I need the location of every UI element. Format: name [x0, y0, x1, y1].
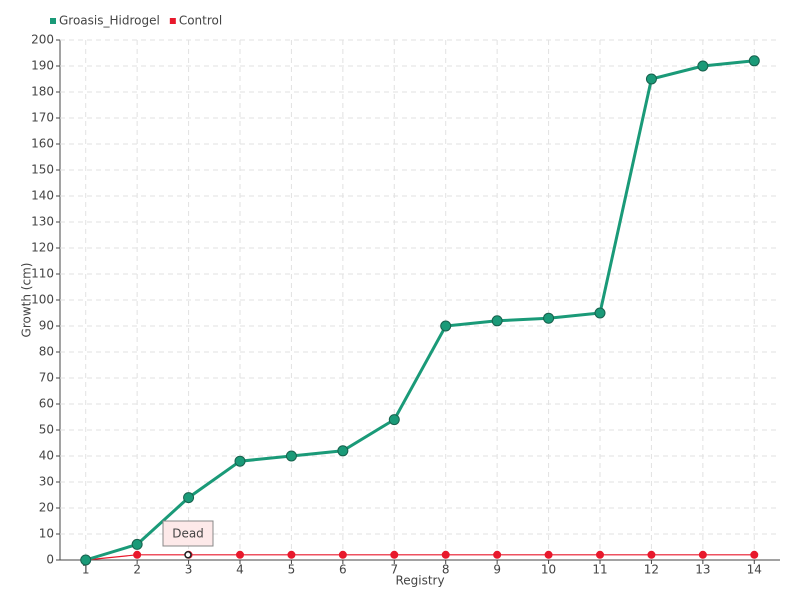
dead-marker	[184, 551, 192, 559]
data-point	[493, 550, 502, 559]
data-point	[236, 550, 244, 559]
y-tick-label: 60	[39, 397, 54, 411]
y-tick-label: 50	[39, 423, 54, 437]
y-tick-label: 10	[39, 527, 54, 541]
x-tick-label: 12	[644, 563, 659, 577]
y-tick-label: 110	[31, 267, 54, 281]
y-tick-label: 0	[46, 553, 54, 567]
x-tick-label: 9	[493, 563, 501, 577]
y-tick-label: 20	[39, 501, 54, 515]
annotation-text: Dead	[172, 527, 204, 541]
data-point	[544, 550, 553, 559]
data-point	[698, 550, 707, 559]
y-tick-label: 130	[31, 215, 54, 229]
y-tick-label: 30	[39, 475, 54, 489]
y-tick-label: 90	[39, 319, 54, 333]
y-axis-label: Growth (cm)	[20, 263, 34, 338]
x-tick-label: 6	[339, 563, 347, 577]
data-point	[234, 455, 246, 467]
y-tick-label: 160	[31, 137, 54, 151]
data-point	[337, 445, 349, 457]
x-tick-label: 8	[442, 563, 450, 577]
data-point	[133, 550, 142, 559]
data-point	[390, 550, 399, 559]
y-tick-label: 120	[31, 241, 54, 255]
y-tick-label: 70	[39, 371, 54, 385]
legend-label: Groasis_Hidrogel	[59, 14, 160, 28]
data-point	[287, 550, 296, 559]
x-tick-label: 11	[592, 563, 607, 577]
x-tick-label: 2	[133, 563, 141, 577]
data-point	[543, 312, 555, 324]
x-tick-label: 5	[288, 563, 296, 577]
y-tick-label: 200	[31, 33, 54, 47]
x-tick-label: 7	[390, 563, 398, 577]
data-point	[441, 550, 450, 559]
data-point	[750, 550, 759, 559]
plot-area: 0102030405060708090100110120130140150160…	[31, 33, 780, 577]
data-point	[697, 60, 709, 72]
x-tick-label: 3	[185, 563, 193, 577]
data-point	[491, 315, 503, 327]
y-tick-label: 100	[31, 293, 54, 307]
x-tick-label: 10	[541, 563, 556, 577]
x-axis-label: Registry	[395, 574, 444, 588]
data-point	[183, 492, 195, 504]
annotation-box	[162, 520, 214, 547]
y-tick-label: 40	[39, 449, 54, 463]
data-point	[596, 550, 604, 559]
y-tick-label: 140	[31, 189, 54, 203]
data-point	[285, 450, 297, 462]
data-point	[440, 320, 452, 332]
x-tick-label: 13	[695, 563, 710, 577]
x-tick-label: 1	[82, 563, 90, 577]
y-tick-label: 180	[31, 85, 54, 99]
x-tick-label: 14	[747, 563, 762, 577]
data-point	[80, 554, 92, 566]
legend-label: Control	[179, 14, 222, 28]
series-line	[85, 59, 755, 562]
data-point	[748, 55, 760, 67]
data-point	[594, 307, 606, 319]
data-point	[131, 538, 143, 550]
series-line	[85, 554, 755, 561]
y-tick-label: 80	[39, 345, 54, 359]
x-tick-label: 4	[236, 563, 244, 577]
y-tick-label: 190	[31, 59, 54, 73]
data-point	[647, 550, 656, 559]
legend-swatch	[169, 18, 176, 24]
data-point	[388, 414, 400, 426]
y-tick-label: 150	[31, 163, 54, 177]
y-tick-label: 170	[31, 111, 54, 125]
data-point	[645, 73, 657, 85]
legend-swatch	[50, 18, 56, 24]
annotation: Dead	[162, 520, 214, 547]
data-point	[338, 550, 347, 559]
